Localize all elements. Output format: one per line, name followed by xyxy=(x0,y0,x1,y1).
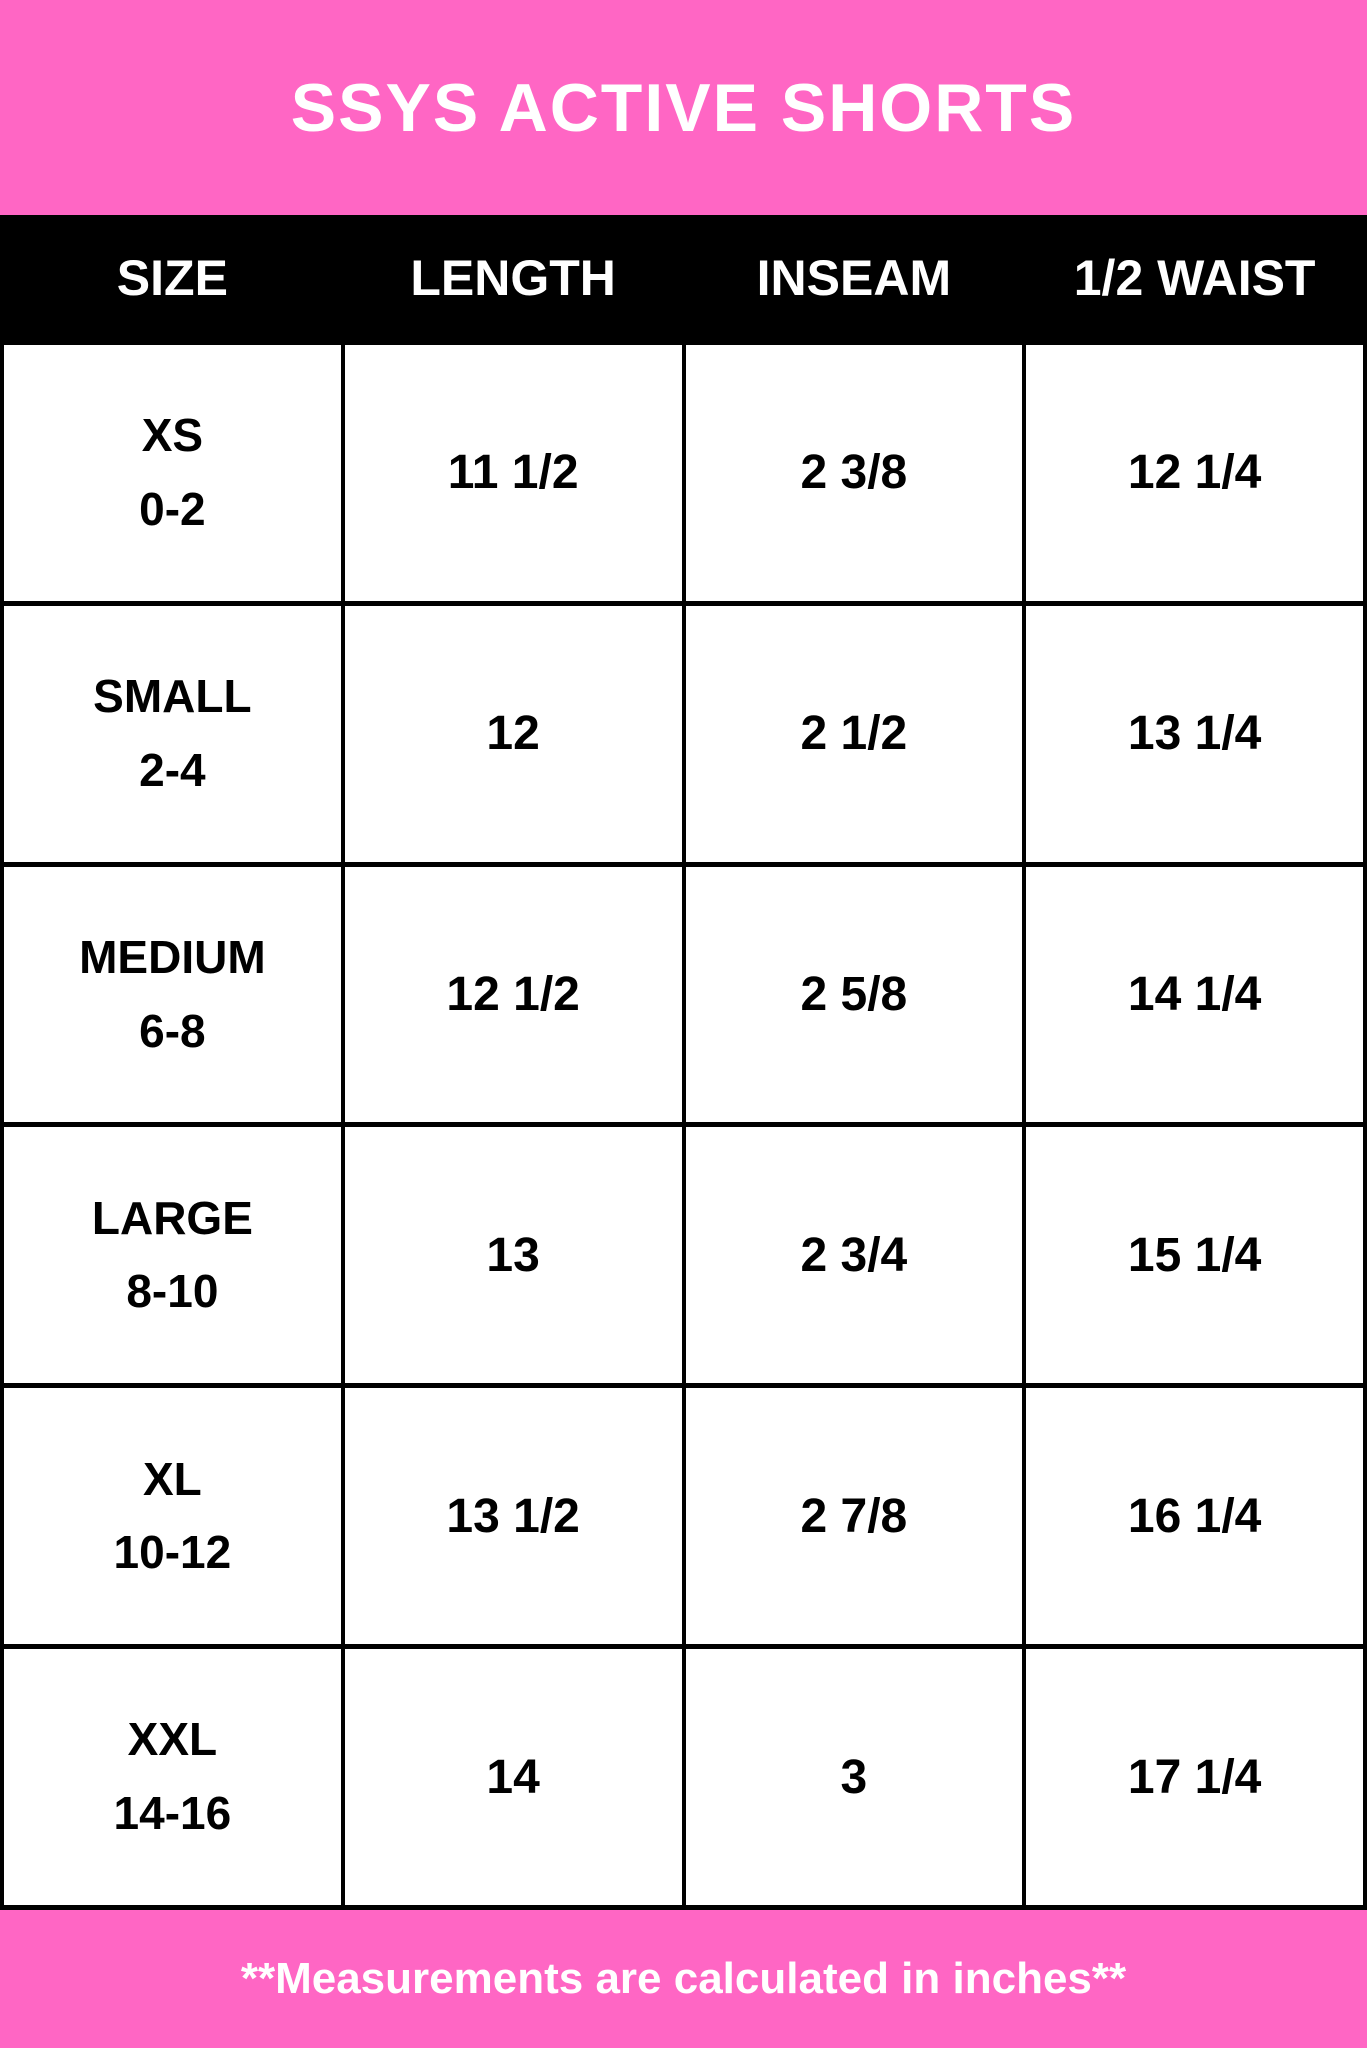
inseam-cell: 2 3/4 xyxy=(685,1127,1023,1384)
size-label: LARGE xyxy=(91,1191,253,1244)
measurement-note: **Measurements are calculated in inches*… xyxy=(240,1954,1127,2003)
column-header-length: LENGTH xyxy=(344,215,682,340)
size-range: 10-12 xyxy=(113,1526,232,1579)
size-cell: XXL 14-16 xyxy=(4,1649,341,1905)
size-cell: XL 10-12 xyxy=(4,1388,341,1645)
length-cell: 11 1/2 xyxy=(344,345,682,601)
length-cell: 12 1/2 xyxy=(344,866,682,1123)
length-cell: 12 xyxy=(344,605,682,862)
half-waist-cell: 16 1/4 xyxy=(1026,1388,1363,1645)
size-label: XXL xyxy=(127,1713,218,1766)
inseam-cell: 2 3/8 xyxy=(685,345,1023,601)
inseam-cell: 2 7/8 xyxy=(685,1388,1023,1645)
size-range: 2-4 xyxy=(139,743,206,796)
size-cell: XS 0-2 xyxy=(4,345,341,601)
size-range: 6-8 xyxy=(139,1004,206,1057)
footer-banner: **Measurements are calculated in inches*… xyxy=(0,1910,1367,2048)
size-cell: SMALL 2-4 xyxy=(4,605,341,862)
half-waist-cell: 12 1/4 xyxy=(1026,345,1363,601)
page-title: SSYS ACTIVE SHORTS xyxy=(290,69,1077,146)
column-header-size: SIZE xyxy=(4,215,341,340)
size-range: 0-2 xyxy=(139,482,206,535)
title-banner: SSYS ACTIVE SHORTS xyxy=(0,0,1367,215)
size-table: SIZE LENGTH INSEAM 1/2 WAIST XS 0-2 11 1… xyxy=(0,215,1367,1910)
half-waist-cell: 17 1/4 xyxy=(1026,1649,1363,1905)
size-label: XS xyxy=(141,409,204,462)
length-cell: 14 xyxy=(344,1649,682,1905)
length-cell: 13 1/2 xyxy=(344,1388,682,1645)
half-waist-cell: 13 1/4 xyxy=(1026,605,1363,862)
size-range: 8-10 xyxy=(126,1265,219,1318)
inseam-cell: 3 xyxy=(685,1649,1023,1905)
half-waist-cell: 14 1/4 xyxy=(1026,866,1363,1123)
column-header-inseam: INSEAM xyxy=(685,215,1023,340)
inseam-cell: 2 5/8 xyxy=(685,866,1023,1123)
size-range: 14-16 xyxy=(113,1787,232,1840)
length-cell: 13 xyxy=(344,1127,682,1384)
size-cell: LARGE 8-10 xyxy=(4,1127,341,1384)
half-waist-cell: 15 1/4 xyxy=(1026,1127,1363,1384)
size-cell: MEDIUM 6-8 xyxy=(4,866,341,1123)
column-header-half-waist: 1/2 WAIST xyxy=(1026,215,1363,340)
size-label: SMALL xyxy=(93,670,252,723)
inseam-cell: 2 1/2 xyxy=(685,605,1023,862)
size-label: XL xyxy=(142,1452,202,1505)
size-label: MEDIUM xyxy=(79,930,266,983)
